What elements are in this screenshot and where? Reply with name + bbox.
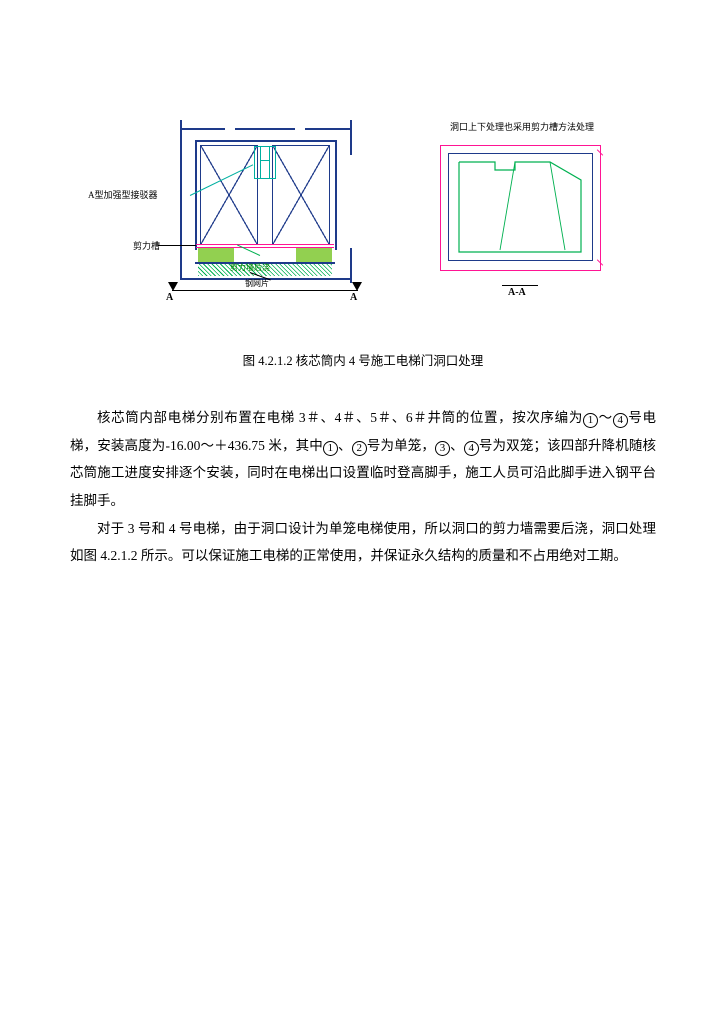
diagram-left: A A A型加强型接驳器 剪力槽 剪力墙后浇 钢网片 xyxy=(160,120,370,305)
p1e: 号为单笼， xyxy=(367,438,435,453)
diagram-right: 洞口上下处理也采用剪力槽方法处理 A-A xyxy=(430,120,620,305)
body-text: 核芯筒内部电梯分别布置在电梯 3＃、4＃、5＃、6＃井筒的位置，按次序编为1～4… xyxy=(70,404,656,570)
figure-caption: 图 4.2.1.2 核芯筒内 4 号施工电梯门洞口处理 xyxy=(70,350,656,369)
label-right-top: 洞口上下处理也采用剪力槽方法处理 xyxy=(450,120,594,133)
label-a-type: A型加强型接驳器 xyxy=(88,188,158,201)
circled-2: 2 xyxy=(352,441,367,456)
p1a: 核芯筒内部电梯分别布置在电梯 3＃、4＃、5＃、6＃井筒的位置，按次序编为 xyxy=(97,410,583,425)
p1f: 、 xyxy=(450,438,464,453)
p1b: ～ xyxy=(598,410,613,425)
opening-outline xyxy=(455,160,585,255)
paragraph-1: 核芯筒内部电梯分别布置在电梯 3＃、4＃、5＃、6＃井筒的位置，按次序编为1～4… xyxy=(70,404,656,515)
marker-A-right: A xyxy=(350,292,357,303)
label-shear-wall-cast: 剪力墙后浇 xyxy=(230,262,270,273)
figure-area: A A A型加强型接驳器 剪力槽 剪力墙后浇 钢网片 洞口上下处理也采用剪力槽方… xyxy=(70,120,656,320)
circled-3: 3 xyxy=(435,441,450,456)
circled-1b: 1 xyxy=(323,441,338,456)
label-steel-mesh: 钢网片 xyxy=(245,278,269,289)
p1d: 、 xyxy=(338,438,352,453)
circled-4a: 4 xyxy=(613,413,628,428)
label-shear-slot: 剪力槽 xyxy=(133,239,160,252)
marker-AA: A-A xyxy=(508,287,526,298)
section-triangle-right xyxy=(352,282,362,292)
paragraph-2: 对于 3 号和 4 号电梯，由于洞口设计为单笼电梯使用，所以洞口的剪力墙需要后浇… xyxy=(70,515,656,570)
section-triangle-left xyxy=(168,282,178,292)
circled-1: 1 xyxy=(583,413,598,428)
marker-A-left: A xyxy=(166,292,173,303)
circled-4b: 4 xyxy=(464,441,479,456)
